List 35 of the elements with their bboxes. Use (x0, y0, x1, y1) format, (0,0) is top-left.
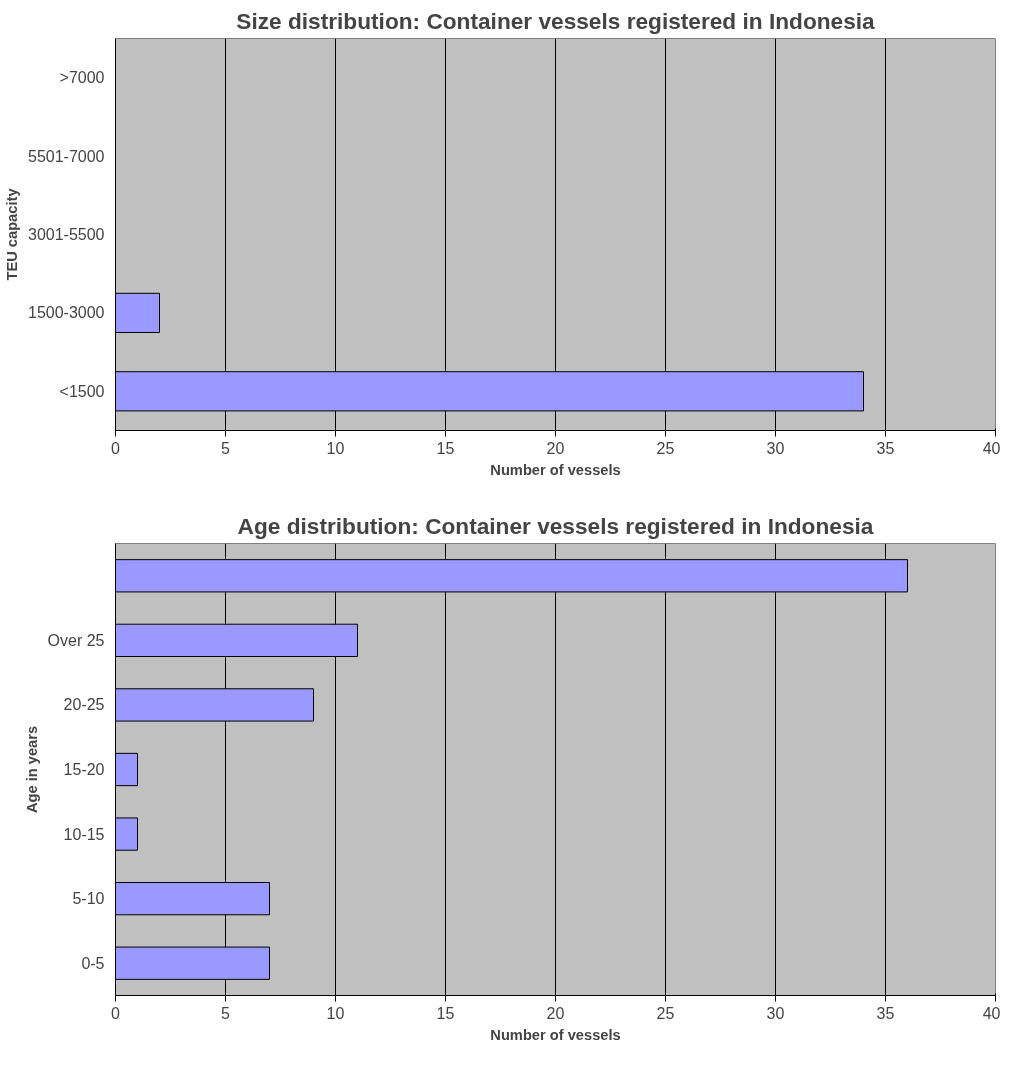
x-tick-label: 20 (546, 439, 565, 457)
y-tick-label: 20-25 (63, 696, 105, 714)
x-tick-label: 5 (221, 439, 231, 457)
x-tick-label: 5 (221, 1004, 231, 1022)
y-tick-label: 15-20 (63, 761, 105, 778)
x-axis-title: Number of vessels (490, 461, 621, 478)
x-tick-label: 40 (982, 1004, 1001, 1022)
x-tick-label: 35 (876, 439, 895, 457)
chart-title: Size distribution: Container vessels registered in Indonesia (236, 7, 876, 34)
x-tick-label: 25 (656, 439, 675, 457)
x-tick-label: 30 (766, 439, 785, 457)
y-tick-label: 5-10 (72, 890, 105, 908)
y-tick-label: Over 25 (47, 631, 105, 649)
y-tick-label: >7000 (59, 69, 105, 87)
x-axis-title: Number of vessels (490, 1026, 621, 1043)
x-tick-label: 30 (766, 1004, 785, 1022)
chart-title: Age distribution: Container vessels registered in Indonesia (237, 512, 874, 539)
x-tick-label: 20 (546, 1004, 565, 1022)
x-tick-label: 10 (326, 1004, 345, 1022)
y-tick-label: 0-5 (81, 954, 105, 972)
x-tick-label: 40 (982, 439, 1001, 457)
x-tick-label: 0 (111, 1004, 121, 1022)
y-tick-label: 5501-7000 (27, 147, 105, 165)
y-axis-title: Age in years (23, 725, 40, 814)
y-tick-label: 3001-5500 (27, 226, 105, 243)
y-tick-label: <1500 (59, 382, 105, 400)
x-tick-label: 0 (111, 439, 121, 457)
y-tick-label: 10-15 (63, 825, 105, 843)
x-tick-label: 25 (656, 1004, 675, 1022)
x-tick-label: 10 (326, 439, 345, 457)
x-tick-label: 15 (436, 439, 455, 457)
y-axis-title: TEU capacity (3, 187, 20, 281)
x-tick-label: 35 (876, 1004, 895, 1022)
y-tick-label: 1500-3000 (27, 304, 105, 322)
x-tick-label: 15 (436, 1004, 455, 1022)
